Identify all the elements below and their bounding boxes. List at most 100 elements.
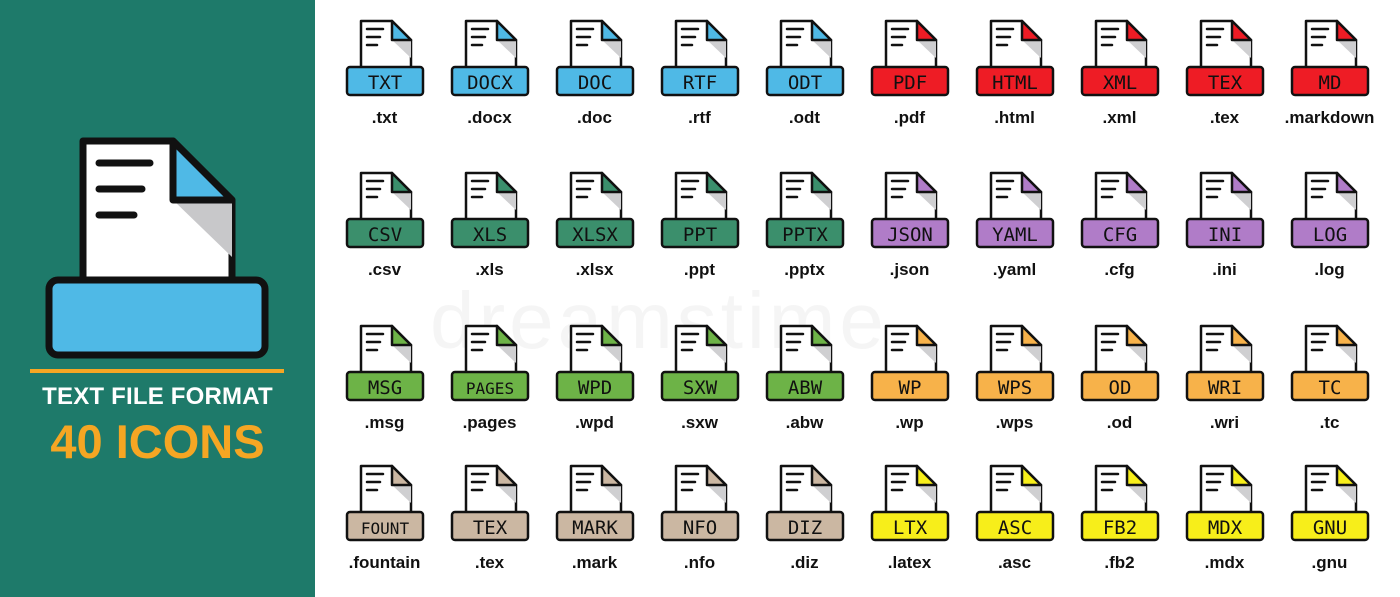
file-tag: RTF bbox=[682, 72, 716, 94]
file-extension: .xlsx bbox=[575, 260, 614, 279]
file-extension: .tex bbox=[1209, 108, 1240, 127]
file-icon-xlsx: XLSX .xlsx bbox=[542, 170, 647, 280]
file-tag: PDF bbox=[892, 72, 926, 94]
file-extension: .abw bbox=[785, 413, 824, 432]
file-extension: .sxw bbox=[681, 413, 718, 432]
file-icon: CSV bbox=[345, 171, 424, 249]
file-tag: TEX bbox=[472, 517, 507, 539]
file-icon-ppt: PPT .ppt bbox=[647, 170, 752, 280]
file-icon: PPT bbox=[660, 171, 739, 249]
file-extension: .fb2 bbox=[1104, 553, 1135, 572]
file-tag: XLSX bbox=[572, 224, 618, 246]
file-extension: .json bbox=[889, 260, 930, 279]
file-icon: TXT bbox=[345, 19, 424, 97]
file-icon: DOC bbox=[555, 19, 634, 97]
file-icon: ASC bbox=[975, 464, 1054, 542]
file-extension: .doc bbox=[577, 108, 612, 127]
file-icon-wps: WPS .wps bbox=[962, 323, 1067, 433]
file-tag: DIZ bbox=[787, 517, 821, 539]
file-icon: XML bbox=[1080, 19, 1159, 97]
file-extension: .wri bbox=[1209, 413, 1240, 432]
file-extension: .wp bbox=[895, 413, 924, 432]
file-extension: .ppt bbox=[683, 260, 716, 279]
file-icon: DOCX bbox=[450, 19, 529, 97]
file-extension: .txt bbox=[371, 108, 398, 127]
file-tag: PAGES bbox=[465, 379, 513, 398]
file-extension: .fountain bbox=[348, 553, 421, 572]
file-icon: OD bbox=[1080, 324, 1159, 402]
file-icon-diz: DIZ .diz bbox=[752, 463, 857, 573]
file-icon-txt: TXT .txt bbox=[332, 18, 437, 128]
file-icon: ODT bbox=[765, 19, 844, 97]
file-extension: .xls bbox=[475, 260, 504, 279]
file-tag: MDX bbox=[1207, 517, 1242, 539]
file-extension: .asc bbox=[997, 553, 1032, 572]
file-icon-msg: MSG .msg bbox=[332, 323, 437, 433]
file-extension: .log bbox=[1314, 260, 1345, 279]
file-tag: YAML bbox=[992, 224, 1038, 246]
file-tag: DOCX bbox=[467, 72, 513, 94]
file-icon: WP bbox=[870, 324, 949, 402]
file-icon: TEX bbox=[450, 464, 529, 542]
file-tag: WRI bbox=[1207, 377, 1241, 399]
file-tag: MSG bbox=[367, 377, 401, 399]
file-icon-sxw: SXW .sxw bbox=[647, 323, 752, 433]
file-icon: YAML bbox=[975, 171, 1054, 249]
file-extension: .tex bbox=[474, 553, 505, 572]
file-tag: FB2 bbox=[1102, 517, 1136, 539]
file-extension: .docx bbox=[467, 108, 512, 127]
file-extension: .mdx bbox=[1204, 553, 1245, 572]
file-extension: .odt bbox=[788, 108, 821, 127]
file-extension: .pages bbox=[462, 413, 517, 432]
file-icon-odt: ODT .odt bbox=[752, 18, 857, 128]
file-extension: .pdf bbox=[893, 108, 926, 127]
file-icon-od: OD .od bbox=[1067, 323, 1172, 433]
file-icon-wpd: WPD .wpd bbox=[542, 323, 647, 433]
file-icon-fb2: FB2 .fb2 bbox=[1067, 463, 1172, 573]
file-tag: WP bbox=[898, 377, 921, 399]
file-icon: TEX bbox=[1185, 19, 1264, 97]
file-icon: PDF bbox=[870, 19, 949, 97]
file-extension: .html bbox=[994, 108, 1035, 127]
file-tag: MD bbox=[1318, 72, 1341, 94]
file-extension: .msg bbox=[364, 413, 405, 432]
file-tag: JSON bbox=[887, 224, 933, 246]
file-tag: ASC bbox=[997, 517, 1031, 539]
file-extension: .latex bbox=[887, 553, 932, 572]
file-icon: XLSX bbox=[555, 171, 634, 249]
file-icon: MD bbox=[1290, 19, 1369, 97]
banner-subtitle: 40 ICONS bbox=[50, 415, 265, 468]
file-icon-mdx: MDX .mdx bbox=[1172, 463, 1277, 573]
file-tag: HTML bbox=[992, 72, 1038, 94]
file-icon: FB2 bbox=[1080, 464, 1159, 542]
file-tag: SXW bbox=[682, 377, 717, 399]
file-icon-latex: LTX .latex bbox=[857, 463, 962, 573]
file-tag: LTX bbox=[892, 517, 927, 539]
file-icon: MSG bbox=[345, 324, 424, 402]
file-extension: .wps bbox=[995, 413, 1034, 432]
file-icon-pdf: PDF .pdf bbox=[857, 18, 962, 128]
file-icon: SXW bbox=[660, 324, 739, 402]
file-tag: MARK bbox=[572, 517, 618, 539]
file-tag: PPTX bbox=[782, 224, 828, 246]
file-icon: JSON bbox=[870, 171, 949, 249]
file-icon-gnu: GNU .gnu bbox=[1277, 463, 1382, 573]
file-icon-pages: PAGES .pages bbox=[437, 323, 542, 433]
file-tag: DOC bbox=[577, 72, 611, 94]
file-icon-xml: XML .xml bbox=[1067, 18, 1172, 128]
file-icon-tex: TEX .tex bbox=[1172, 18, 1277, 128]
file-icon-ini: INI .ini bbox=[1172, 170, 1277, 280]
file-extension: .pptx bbox=[784, 260, 825, 279]
file-icon-abw: ABW .abw bbox=[752, 323, 857, 433]
file-extension: .wpd bbox=[575, 413, 614, 432]
file-icon-markdown: MD .markdown bbox=[1277, 18, 1382, 128]
file-tag: TC bbox=[1318, 377, 1341, 399]
file-icon-csv: CSV .csv bbox=[332, 170, 437, 280]
file-extension: .rtf bbox=[688, 108, 711, 127]
file-tag: ODT bbox=[787, 72, 821, 94]
file-icon: FOUNT bbox=[345, 464, 424, 542]
file-icon-tc: TC .tc bbox=[1277, 323, 1382, 433]
file-icon: CFG bbox=[1080, 171, 1159, 249]
file-tag: GNU bbox=[1312, 517, 1346, 539]
file-tag: FOUNT bbox=[360, 519, 409, 538]
